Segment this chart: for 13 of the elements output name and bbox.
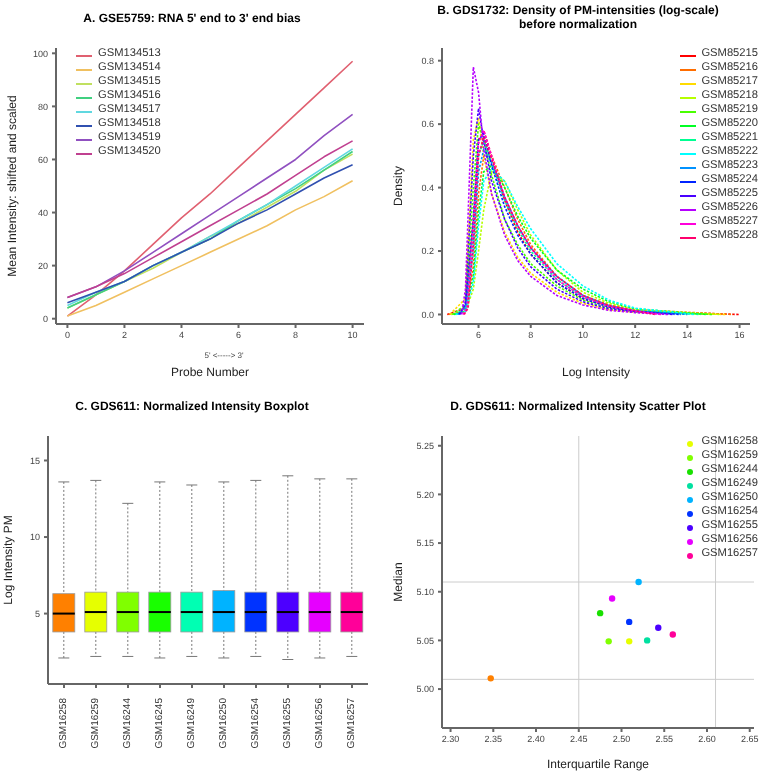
point <box>669 631 676 638</box>
point <box>626 618 633 626</box>
point <box>655 624 662 631</box>
point <box>596 609 604 617</box>
point <box>635 578 642 586</box>
point <box>643 637 651 644</box>
line-series <box>66 179 354 317</box>
point <box>487 675 494 682</box>
point <box>605 638 612 645</box>
point <box>608 595 616 602</box>
line-series <box>460 66 669 316</box>
line-series <box>66 60 354 317</box>
point <box>626 638 633 645</box>
